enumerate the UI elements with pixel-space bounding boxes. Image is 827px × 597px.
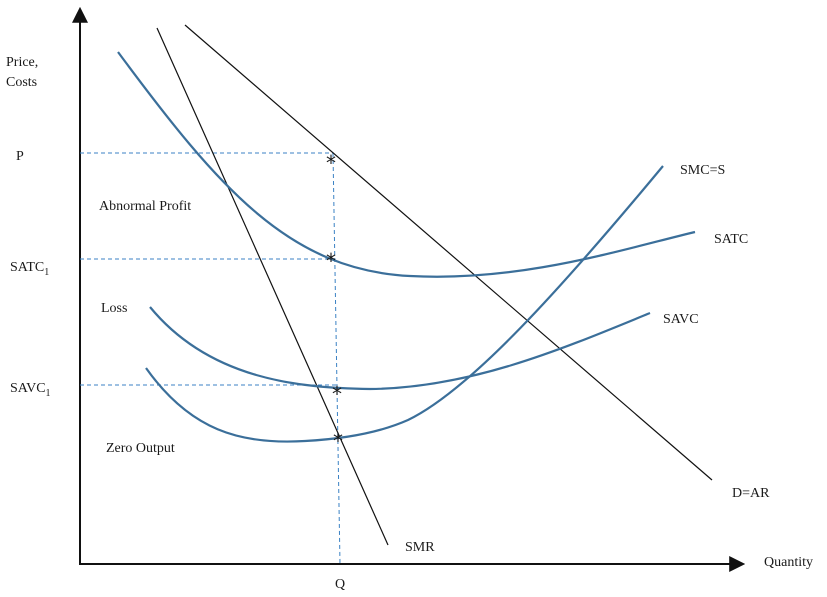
label-smc: SMC=S: [680, 163, 725, 178]
marker-p: *: [326, 151, 336, 175]
demand-line: [184, 24, 713, 481]
y-tick-savc1-sub: 1: [46, 388, 51, 399]
marker-savc: *: [332, 382, 342, 406]
y-tick-satc1: SATC1: [10, 260, 49, 278]
label-satc: SATC: [714, 232, 748, 247]
label-smr: SMR: [405, 540, 435, 555]
y-tick-savc1: SAVC1: [10, 381, 51, 399]
marker-satc: *: [326, 249, 336, 273]
y-tick-satc1-sub: 1: [44, 267, 49, 278]
savc-curve: [149, 306, 651, 391]
satc-curve: [117, 51, 696, 278]
smc-curve: [145, 165, 664, 443]
x-axis-label: Quantity: [764, 555, 813, 570]
region-zero-output: Zero Output: [106, 441, 175, 456]
y-axis-label-price: Price,: [6, 55, 38, 70]
label-demand: D=AR: [732, 486, 770, 501]
region-abnormal-profit: Abnormal Profit: [99, 199, 191, 214]
region-loss: Loss: [101, 301, 127, 316]
marker-smc: *: [333, 429, 343, 453]
label-savc: SAVC: [663, 312, 699, 327]
x-tick-q: Q: [335, 577, 345, 592]
y-tick-p: P: [16, 149, 24, 164]
guide-q: [332, 152, 341, 565]
smr-line: [156, 27, 389, 546]
y-axis-label-costs: Costs: [6, 75, 37, 90]
